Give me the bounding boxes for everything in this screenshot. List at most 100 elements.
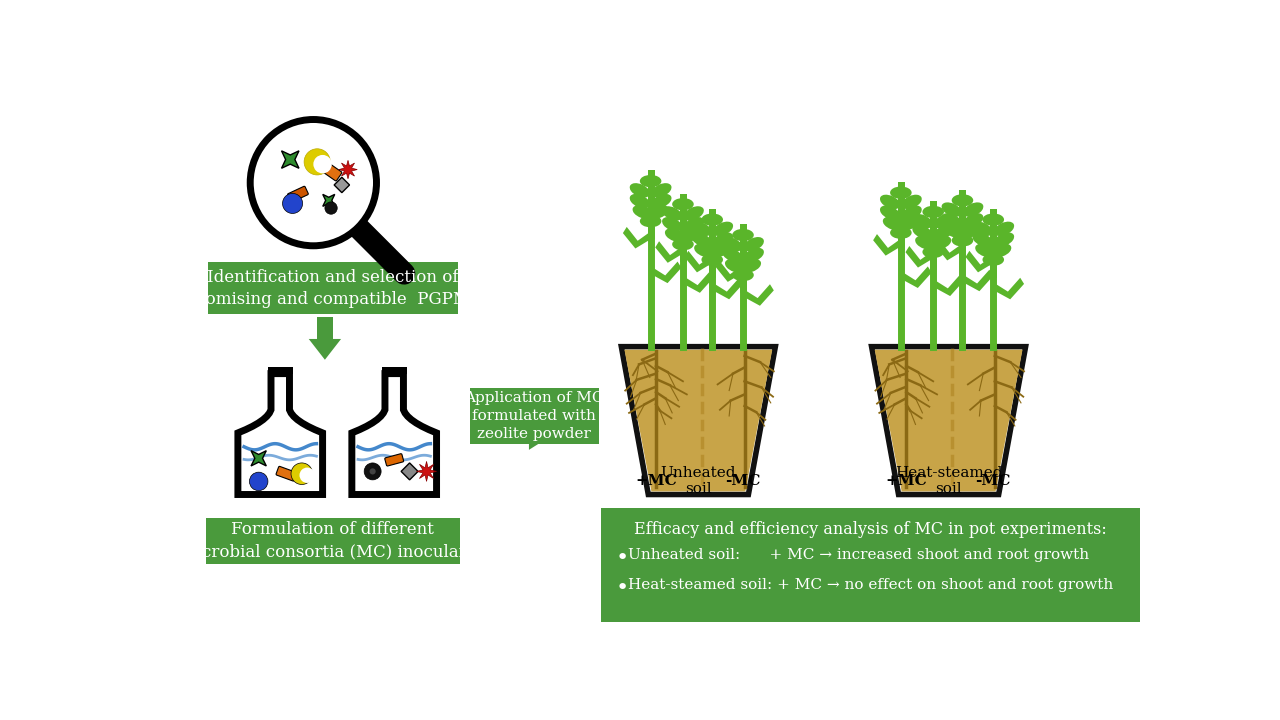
Ellipse shape xyxy=(652,194,672,208)
Polygon shape xyxy=(965,251,993,272)
Ellipse shape xyxy=(901,205,922,220)
Ellipse shape xyxy=(952,234,973,246)
Polygon shape xyxy=(251,451,266,466)
Text: Heat-steamed
soil: Heat-steamed soil xyxy=(895,466,1002,496)
Ellipse shape xyxy=(713,222,733,236)
Ellipse shape xyxy=(963,202,983,217)
Circle shape xyxy=(305,149,330,175)
Ellipse shape xyxy=(722,237,742,251)
Polygon shape xyxy=(901,266,932,288)
Polygon shape xyxy=(716,261,742,282)
Ellipse shape xyxy=(913,214,933,228)
Bar xyxy=(206,518,460,564)
Text: Heat-steamed soil: + MC → no effect on shoot and root growth: Heat-steamed soil: + MC → no effect on s… xyxy=(628,577,1114,592)
Bar xyxy=(268,367,293,374)
Bar xyxy=(600,508,1139,622)
Ellipse shape xyxy=(915,236,936,250)
Text: +MC: +MC xyxy=(635,474,677,487)
Polygon shape xyxy=(872,346,1025,495)
Polygon shape xyxy=(993,278,1024,300)
Ellipse shape xyxy=(684,217,704,231)
Ellipse shape xyxy=(973,222,992,236)
Ellipse shape xyxy=(701,253,723,266)
Ellipse shape xyxy=(672,198,694,210)
Ellipse shape xyxy=(662,206,682,220)
Bar xyxy=(470,388,599,444)
Ellipse shape xyxy=(890,186,911,199)
Ellipse shape xyxy=(931,236,951,250)
Ellipse shape xyxy=(732,269,754,282)
Ellipse shape xyxy=(923,206,943,218)
Ellipse shape xyxy=(722,248,742,262)
Ellipse shape xyxy=(995,233,1014,247)
Polygon shape xyxy=(742,284,774,306)
Ellipse shape xyxy=(995,222,1014,236)
Ellipse shape xyxy=(740,259,762,273)
Text: •: • xyxy=(616,549,630,568)
Ellipse shape xyxy=(913,225,933,239)
Polygon shape xyxy=(934,239,963,261)
Ellipse shape xyxy=(975,243,996,257)
Ellipse shape xyxy=(952,194,973,207)
Text: Unheated
soil: Unheated soil xyxy=(660,466,736,496)
Ellipse shape xyxy=(664,228,686,242)
Polygon shape xyxy=(623,227,650,248)
Ellipse shape xyxy=(648,205,668,219)
Polygon shape xyxy=(933,274,964,296)
Polygon shape xyxy=(712,278,742,300)
Ellipse shape xyxy=(684,206,704,220)
Polygon shape xyxy=(317,318,333,339)
Ellipse shape xyxy=(899,217,919,230)
Ellipse shape xyxy=(652,183,672,197)
Ellipse shape xyxy=(691,233,712,247)
Ellipse shape xyxy=(724,259,746,273)
Circle shape xyxy=(370,468,376,474)
FancyBboxPatch shape xyxy=(276,467,297,481)
Ellipse shape xyxy=(732,229,754,241)
Polygon shape xyxy=(621,346,776,495)
Ellipse shape xyxy=(942,202,961,217)
Circle shape xyxy=(325,202,337,215)
Circle shape xyxy=(283,194,302,213)
Ellipse shape xyxy=(662,217,682,231)
Text: Formulation of different
microbial consortia (MC) inoculants: Formulation of different microbial conso… xyxy=(180,521,484,560)
Polygon shape xyxy=(905,246,933,268)
Ellipse shape xyxy=(934,225,954,239)
Ellipse shape xyxy=(923,246,943,258)
Polygon shape xyxy=(401,463,419,480)
FancyBboxPatch shape xyxy=(316,158,342,181)
Ellipse shape xyxy=(945,225,965,238)
Polygon shape xyxy=(334,177,349,193)
Ellipse shape xyxy=(744,248,764,262)
Ellipse shape xyxy=(744,237,764,251)
Ellipse shape xyxy=(983,213,1004,226)
Text: Identification and selection of
promising and compatible  PGPMs: Identification and selection of promisin… xyxy=(187,269,479,307)
Ellipse shape xyxy=(632,205,653,219)
Text: +MC: +MC xyxy=(886,474,927,487)
Ellipse shape xyxy=(701,213,723,226)
Circle shape xyxy=(300,467,315,483)
Ellipse shape xyxy=(991,243,1011,257)
Ellipse shape xyxy=(709,243,731,257)
Text: Efficacy and efficiency analysis of MC in pot experiments:: Efficacy and efficiency analysis of MC i… xyxy=(634,521,1106,538)
Ellipse shape xyxy=(973,233,992,247)
Ellipse shape xyxy=(640,215,662,228)
Polygon shape xyxy=(625,350,772,492)
Ellipse shape xyxy=(879,194,900,209)
Ellipse shape xyxy=(680,228,701,242)
Circle shape xyxy=(365,463,381,480)
FancyBboxPatch shape xyxy=(288,186,308,202)
Circle shape xyxy=(250,120,376,246)
Ellipse shape xyxy=(942,213,961,228)
Bar xyxy=(207,262,458,315)
Ellipse shape xyxy=(960,225,980,238)
Text: Unheated soil:      + MC → increased shoot and root growth: Unheated soil: + MC → increased shoot an… xyxy=(628,549,1089,562)
Polygon shape xyxy=(339,161,357,179)
Polygon shape xyxy=(308,339,340,360)
Circle shape xyxy=(291,463,312,485)
Text: •: • xyxy=(616,577,630,598)
Polygon shape xyxy=(416,462,436,482)
Polygon shape xyxy=(282,150,300,168)
Ellipse shape xyxy=(890,227,911,239)
Polygon shape xyxy=(323,194,335,207)
